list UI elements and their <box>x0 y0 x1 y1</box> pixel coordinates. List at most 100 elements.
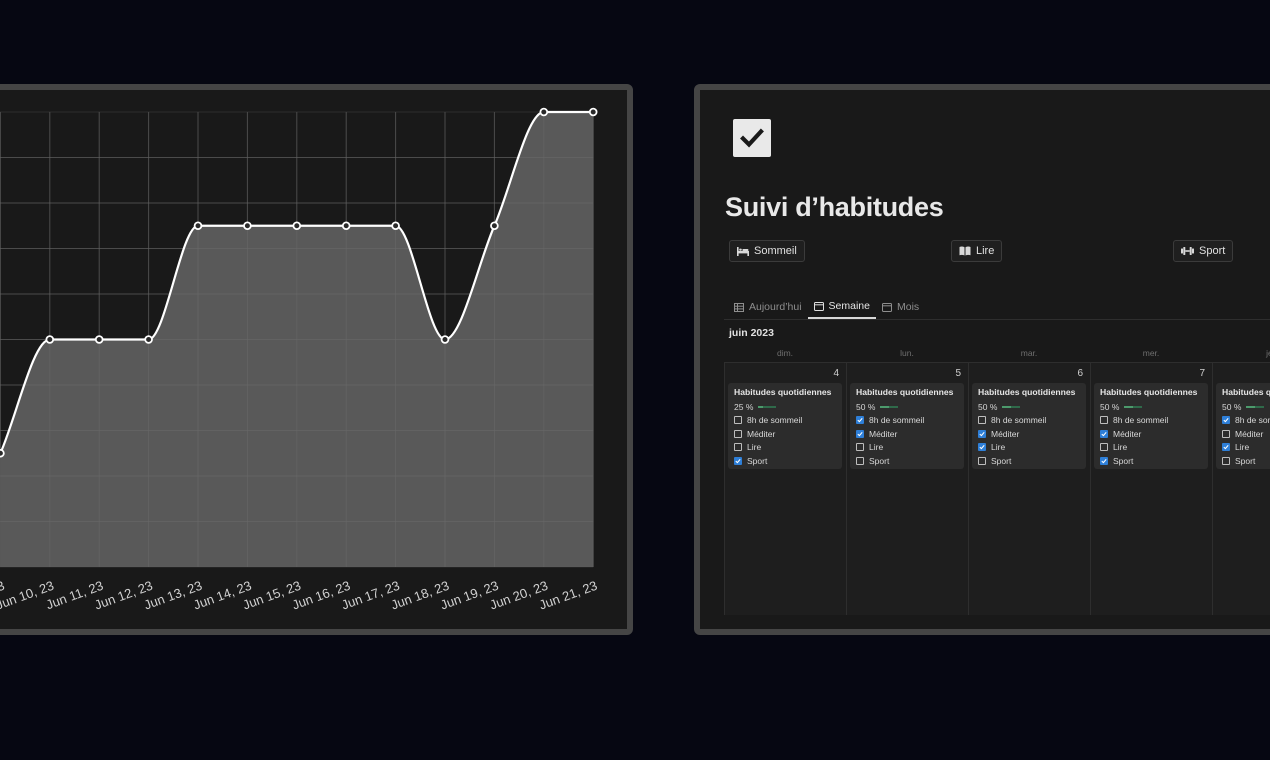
sommeil-button[interactable]: Sommeil <box>729 240 805 262</box>
book-icon <box>959 246 971 256</box>
data-point <box>193 221 203 231</box>
calendar-day-cell[interactable]: 6 Habitudes quotidiennes 50 % 8h de sommeil… <box>968 362 1090 615</box>
sport-button[interactable]: Sport <box>1173 240 1234 262</box>
habit-label: Sport <box>869 455 890 466</box>
checked-checkbox[interactable] <box>734 456 742 465</box>
progress-bar <box>1002 405 1021 408</box>
weekday-label: mar. <box>1020 348 1038 358</box>
data-point <box>490 221 499 231</box>
data-point <box>539 107 549 117</box>
habit-item: Sport <box>734 454 836 468</box>
card-title: Habitudes quotidiennes <box>1100 387 1198 397</box>
view-tabs: Aujourd’hui Semaine Mois <box>728 295 925 319</box>
unchecked-checkbox[interactable] <box>1222 456 1230 465</box>
checkbox-icon[interactable] <box>733 119 771 157</box>
habit-item: 8h de sommeil <box>856 413 958 427</box>
progress-percent: 50 % <box>978 401 998 412</box>
calendar-day-cell[interactable]: 5 Habitudes quotidiennes 50 % 8h de sommeil… <box>846 362 968 615</box>
habit-label: Sport <box>1113 455 1134 466</box>
calendar-icon <box>813 301 824 311</box>
unchecked-checkbox[interactable] <box>734 415 742 424</box>
habit-item: Lire <box>734 440 836 454</box>
tab-aujourdhui-label: Aujourd’hui <box>749 301 802 313</box>
lire-button[interactable]: Lire <box>951 240 1003 262</box>
checked-checkbox[interactable] <box>1222 415 1230 424</box>
card-title: Habitudes quotidiennes <box>1222 387 1270 397</box>
checked-checkbox[interactable] <box>856 429 864 438</box>
checked-checkbox[interactable] <box>1100 456 1108 465</box>
habit-item: Méditer <box>978 427 1080 441</box>
checked-checkbox[interactable] <box>978 443 986 452</box>
habit-label: 8h de sommeil <box>747 414 803 425</box>
unchecked-checkbox[interactable] <box>856 456 864 465</box>
bed-icon <box>737 247 749 256</box>
progress-row: 50 % <box>1100 400 1202 413</box>
tab-aujourdhui[interactable]: Aujourd’hui <box>728 295 808 319</box>
daily-habits-card[interactable]: Habitudes quotidiennes 50 % 8h de sommeil M… <box>850 383 964 469</box>
tabs-divider <box>724 319 1270 320</box>
tab-mois[interactable]: Mois <box>876 295 925 319</box>
habit-tracker-page: Suivi d’habitudes Sommeil Lire Sport Auj… <box>694 84 1270 635</box>
calendar-day-column: dim. 4 Habitudes quotidiennes 25 % 8h de som… <box>724 344 846 615</box>
card-title: Habitudes quotidiennes <box>978 387 1076 397</box>
progress-bar-fill <box>1246 405 1256 408</box>
progress-percent: 50 % <box>1100 401 1120 412</box>
unchecked-checkbox[interactable] <box>1222 429 1230 438</box>
unchecked-checkbox[interactable] <box>734 443 742 452</box>
daily-habits-card[interactable]: Habitudes quotidiennes 50 % 8h de sommeil M… <box>972 383 1086 469</box>
unchecked-checkbox[interactable] <box>734 429 742 438</box>
habit-label: 8h de sommeil <box>869 414 925 425</box>
checked-checkbox[interactable] <box>1100 429 1108 438</box>
habit-item: Lire <box>856 440 958 454</box>
daily-habits-card[interactable]: Habitudes quotidiennes 25 % 8h de sommeil M… <box>728 383 842 469</box>
habit-item: Méditer <box>1100 427 1202 441</box>
checked-checkbox[interactable] <box>1222 443 1230 452</box>
habit-item: Sport <box>856 454 958 468</box>
habit-label: Méditer <box>1113 428 1142 439</box>
unchecked-checkbox[interactable] <box>978 415 986 424</box>
unchecked-checkbox[interactable] <box>1100 443 1108 452</box>
unchecked-checkbox[interactable] <box>856 443 864 452</box>
week-calendar: dim. 4 Habitudes quotidiennes 25 % 8h de som… <box>724 344 1270 615</box>
checked-checkbox[interactable] <box>978 429 986 438</box>
checked-checkbox[interactable] <box>856 415 864 424</box>
progress-row: 50 % <box>856 400 958 413</box>
habit-label: Lire <box>747 442 762 453</box>
progress-percent: 50 % <box>856 401 876 412</box>
calendar-day-cell[interactable]: 7 Habitudes quotidiennes 50 % 8h de sommeil… <box>1090 362 1212 615</box>
habit-item: Sport <box>1222 454 1270 468</box>
tab-semaine[interactable]: Semaine <box>807 295 876 319</box>
card-title: Habitudes quotidiennes <box>734 387 832 397</box>
data-point <box>0 448 5 458</box>
habit-label: Sport <box>991 455 1012 466</box>
unchecked-checkbox[interactable] <box>1100 415 1108 424</box>
data-point <box>292 221 302 231</box>
day-number: 5 <box>955 368 961 379</box>
habit-item: Méditer <box>734 427 836 441</box>
weekday-label: lun. <box>900 348 914 358</box>
habit-item: Lire <box>1222 440 1270 454</box>
daily-habits-card[interactable]: Habitudes quotidiennes 50 % 8h de sommeil M… <box>1216 383 1270 469</box>
habit-label: Lire <box>869 442 884 453</box>
progress-bar-fill <box>880 405 890 408</box>
calendar-month-label: juin 2023 <box>729 327 774 339</box>
habit-item: Méditer <box>1222 427 1270 441</box>
habit-item: 8h de sommeil <box>978 413 1080 427</box>
habit-item: Sport <box>1100 454 1202 468</box>
card-title: Habitudes quotidiennes <box>856 387 954 397</box>
habit-label: Méditer <box>991 428 1020 439</box>
data-point <box>243 221 252 231</box>
habit-label: Méditer <box>869 428 898 439</box>
calendar-day-cell[interactable]: 4 Habitudes quotidiennes 25 % 8h de sommeil… <box>724 362 846 615</box>
habit-item: 8h de sommeil <box>1222 413 1270 427</box>
data-point <box>341 221 351 231</box>
weekday-label: mer. <box>1142 348 1160 358</box>
day-number: 6 <box>1077 368 1083 379</box>
data-point <box>45 335 55 344</box>
daily-habits-card[interactable]: Habitudes quotidiennes 50 % 8h de sommeil M… <box>1094 383 1208 469</box>
habit-item: Sport <box>978 454 1080 468</box>
unchecked-checkbox[interactable] <box>978 456 986 465</box>
